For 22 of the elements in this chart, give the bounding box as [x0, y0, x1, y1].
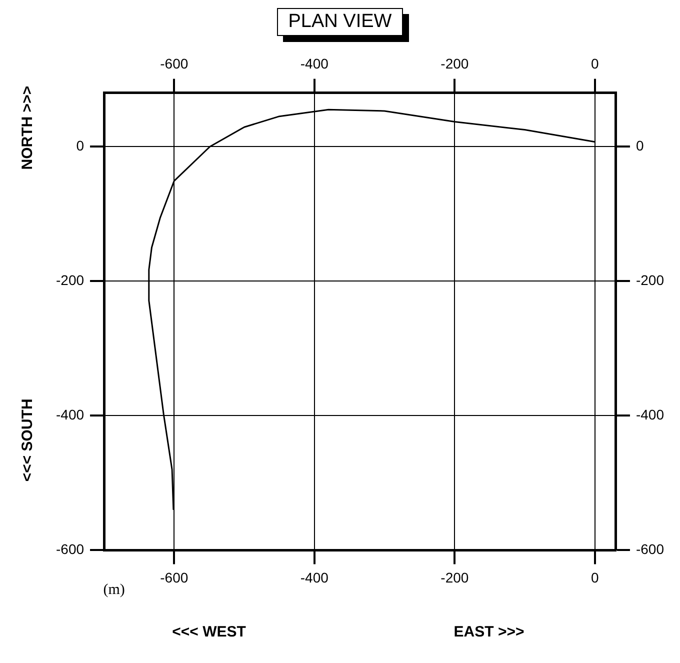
text: <<< WEST	[172, 623, 246, 640]
x-tick-label: 0	[591, 569, 600, 586]
y-tick-label: -600	[56, 541, 84, 558]
y2-tick-label: -400	[636, 406, 664, 423]
x-tick-label: -600	[160, 569, 188, 586]
y2-tick-label: -200	[636, 272, 664, 288]
x2-tick-label: -600	[160, 55, 188, 72]
y-tick-label: -200	[56, 272, 84, 288]
y2-tick-label: 0	[636, 137, 644, 154]
text: EAST >>>	[454, 623, 524, 640]
text: NORTH >>>	[19, 86, 36, 170]
text: <<< SOUTH	[19, 398, 36, 482]
x2-tick-label: -200	[440, 55, 469, 72]
chart-title: PLAN VIEW	[277, 8, 403, 36]
text: (m)	[103, 582, 125, 598]
y-tick-label: 0	[76, 137, 84, 154]
x-tick-label: -400	[300, 569, 329, 586]
x2-tick-label: 0	[591, 55, 600, 72]
y-tick-label: -400	[56, 406, 84, 423]
x2-tick-label: -400	[300, 55, 329, 72]
x-tick-label: -200	[440, 569, 469, 586]
y2-tick-label: -600	[636, 541, 664, 558]
